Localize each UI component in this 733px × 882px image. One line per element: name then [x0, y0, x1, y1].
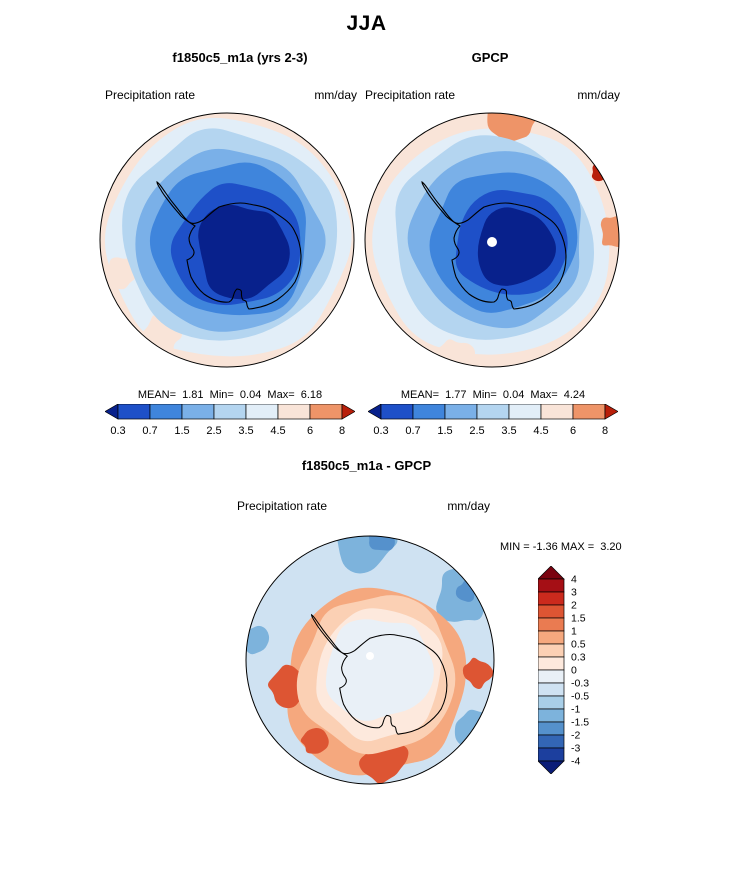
obs-field-label: Precipitation rate — [365, 88, 456, 102]
diff-minmax: MIN = -1.36 MAX = 3.20 — [500, 541, 622, 553]
model-panel-title: f1850c5_m1a (yrs 2-3) — [172, 50, 308, 65]
obs-colorbar: 0.3 0.7 1.5 2.5 3.5 4.5 6 8 — [368, 404, 618, 437]
colorbar-tick-label: 0.7 — [405, 425, 420, 437]
colorbar-tick-label: 8 — [602, 425, 608, 437]
colorbar-tick-label: -4 — [571, 756, 580, 768]
map-boundary-circle — [245, 535, 495, 785]
obs-panel-title: GPCP — [471, 50, 509, 65]
colorbar-tick-label: 0 — [571, 665, 577, 677]
colorbar-tick-label: 2.5 — [206, 425, 221, 437]
pole-marker — [487, 237, 497, 247]
colorbar-tick-label: -1 — [571, 704, 580, 716]
colorbar-tick-label: 6 — [307, 425, 313, 437]
model-field-label: Precipitation rate — [105, 88, 196, 102]
colorbar-tick-label: -2 — [571, 730, 580, 742]
map-boundary-circle — [99, 112, 355, 368]
colorbar-tick-label: 1.5 — [174, 425, 189, 437]
colorbar-tick-label: 3.5 — [238, 425, 253, 437]
obs-precip-map — [364, 112, 620, 368]
diff-field-label: Precipitation rate — [237, 499, 328, 513]
map-fill-field — [246, 536, 494, 784]
map-fill-field — [100, 113, 354, 367]
model-axis-labels: Precipitation rate mm/day — [105, 88, 357, 102]
colorbar-tick-label: -0.3 — [571, 678, 589, 690]
map-boundary-circle — [364, 112, 620, 368]
colorbar-tick-label: 6 — [570, 425, 576, 437]
page-title: JJA — [346, 12, 387, 35]
colorbar-tick-label: 2 — [571, 600, 577, 612]
diff-axis-labels: Precipitation rate mm/day — [237, 499, 490, 513]
colorbar-tick-label: 0.3 — [571, 652, 586, 664]
pole-marker — [366, 652, 374, 660]
model-units-label: mm/day — [314, 88, 357, 102]
model-precip-map — [99, 112, 355, 368]
colorbar-tick-label: 0.3 — [373, 425, 388, 437]
antarctica-coastline — [311, 613, 448, 735]
diff-units-label: mm/day — [447, 499, 490, 513]
colorbar-tick-label: 1 — [571, 626, 577, 638]
colorbar-tick-label: -0.5 — [571, 691, 589, 703]
model-stats: MEAN= 1.81 Min= 0.04 Max= 6.18 — [137, 389, 323, 401]
colorbar-tick-label: 1.5 — [437, 425, 452, 437]
colorbar-tick-label: 4.5 — [533, 425, 548, 437]
colorbar-tick-label: 0.7 — [142, 425, 157, 437]
colorbar-tick-label: 0.3 — [110, 425, 125, 437]
colorbar-tick-label: -1.5 — [571, 717, 589, 729]
colorbar-tick-label: 4.5 — [270, 425, 285, 437]
map-fill-field — [365, 113, 619, 367]
colorbar-tick-label: 0.5 — [571, 639, 586, 651]
colorbar-tick-label: 4 — [571, 574, 577, 586]
colorbar-tick-label: 3 — [571, 587, 577, 599]
colorbar-tick-label: 3.5 — [501, 425, 516, 437]
diff-panel-title: f1850c5_m1a - GPCP — [301, 458, 432, 473]
obs-units-label: mm/day — [577, 88, 620, 102]
model-colorbar: 0.3 0.7 1.5 2.5 3.5 4.5 6 8 — [105, 404, 355, 437]
antarctica-coastline — [421, 180, 567, 310]
obs-stats: MEAN= 1.77 Min= 0.04 Max= 4.24 — [400, 389, 586, 401]
obs-axis-labels: Precipitation rate mm/day — [365, 88, 620, 102]
colorbar-tick-label: 1.5 — [571, 613, 586, 625]
diff-map — [245, 535, 495, 785]
colorbar-tick-label: 8 — [339, 425, 345, 437]
colorbar-tick-label: 2.5 — [469, 425, 484, 437]
colorbar-tick-label: -3 — [571, 743, 580, 755]
antarctica-coastline — [156, 180, 302, 310]
